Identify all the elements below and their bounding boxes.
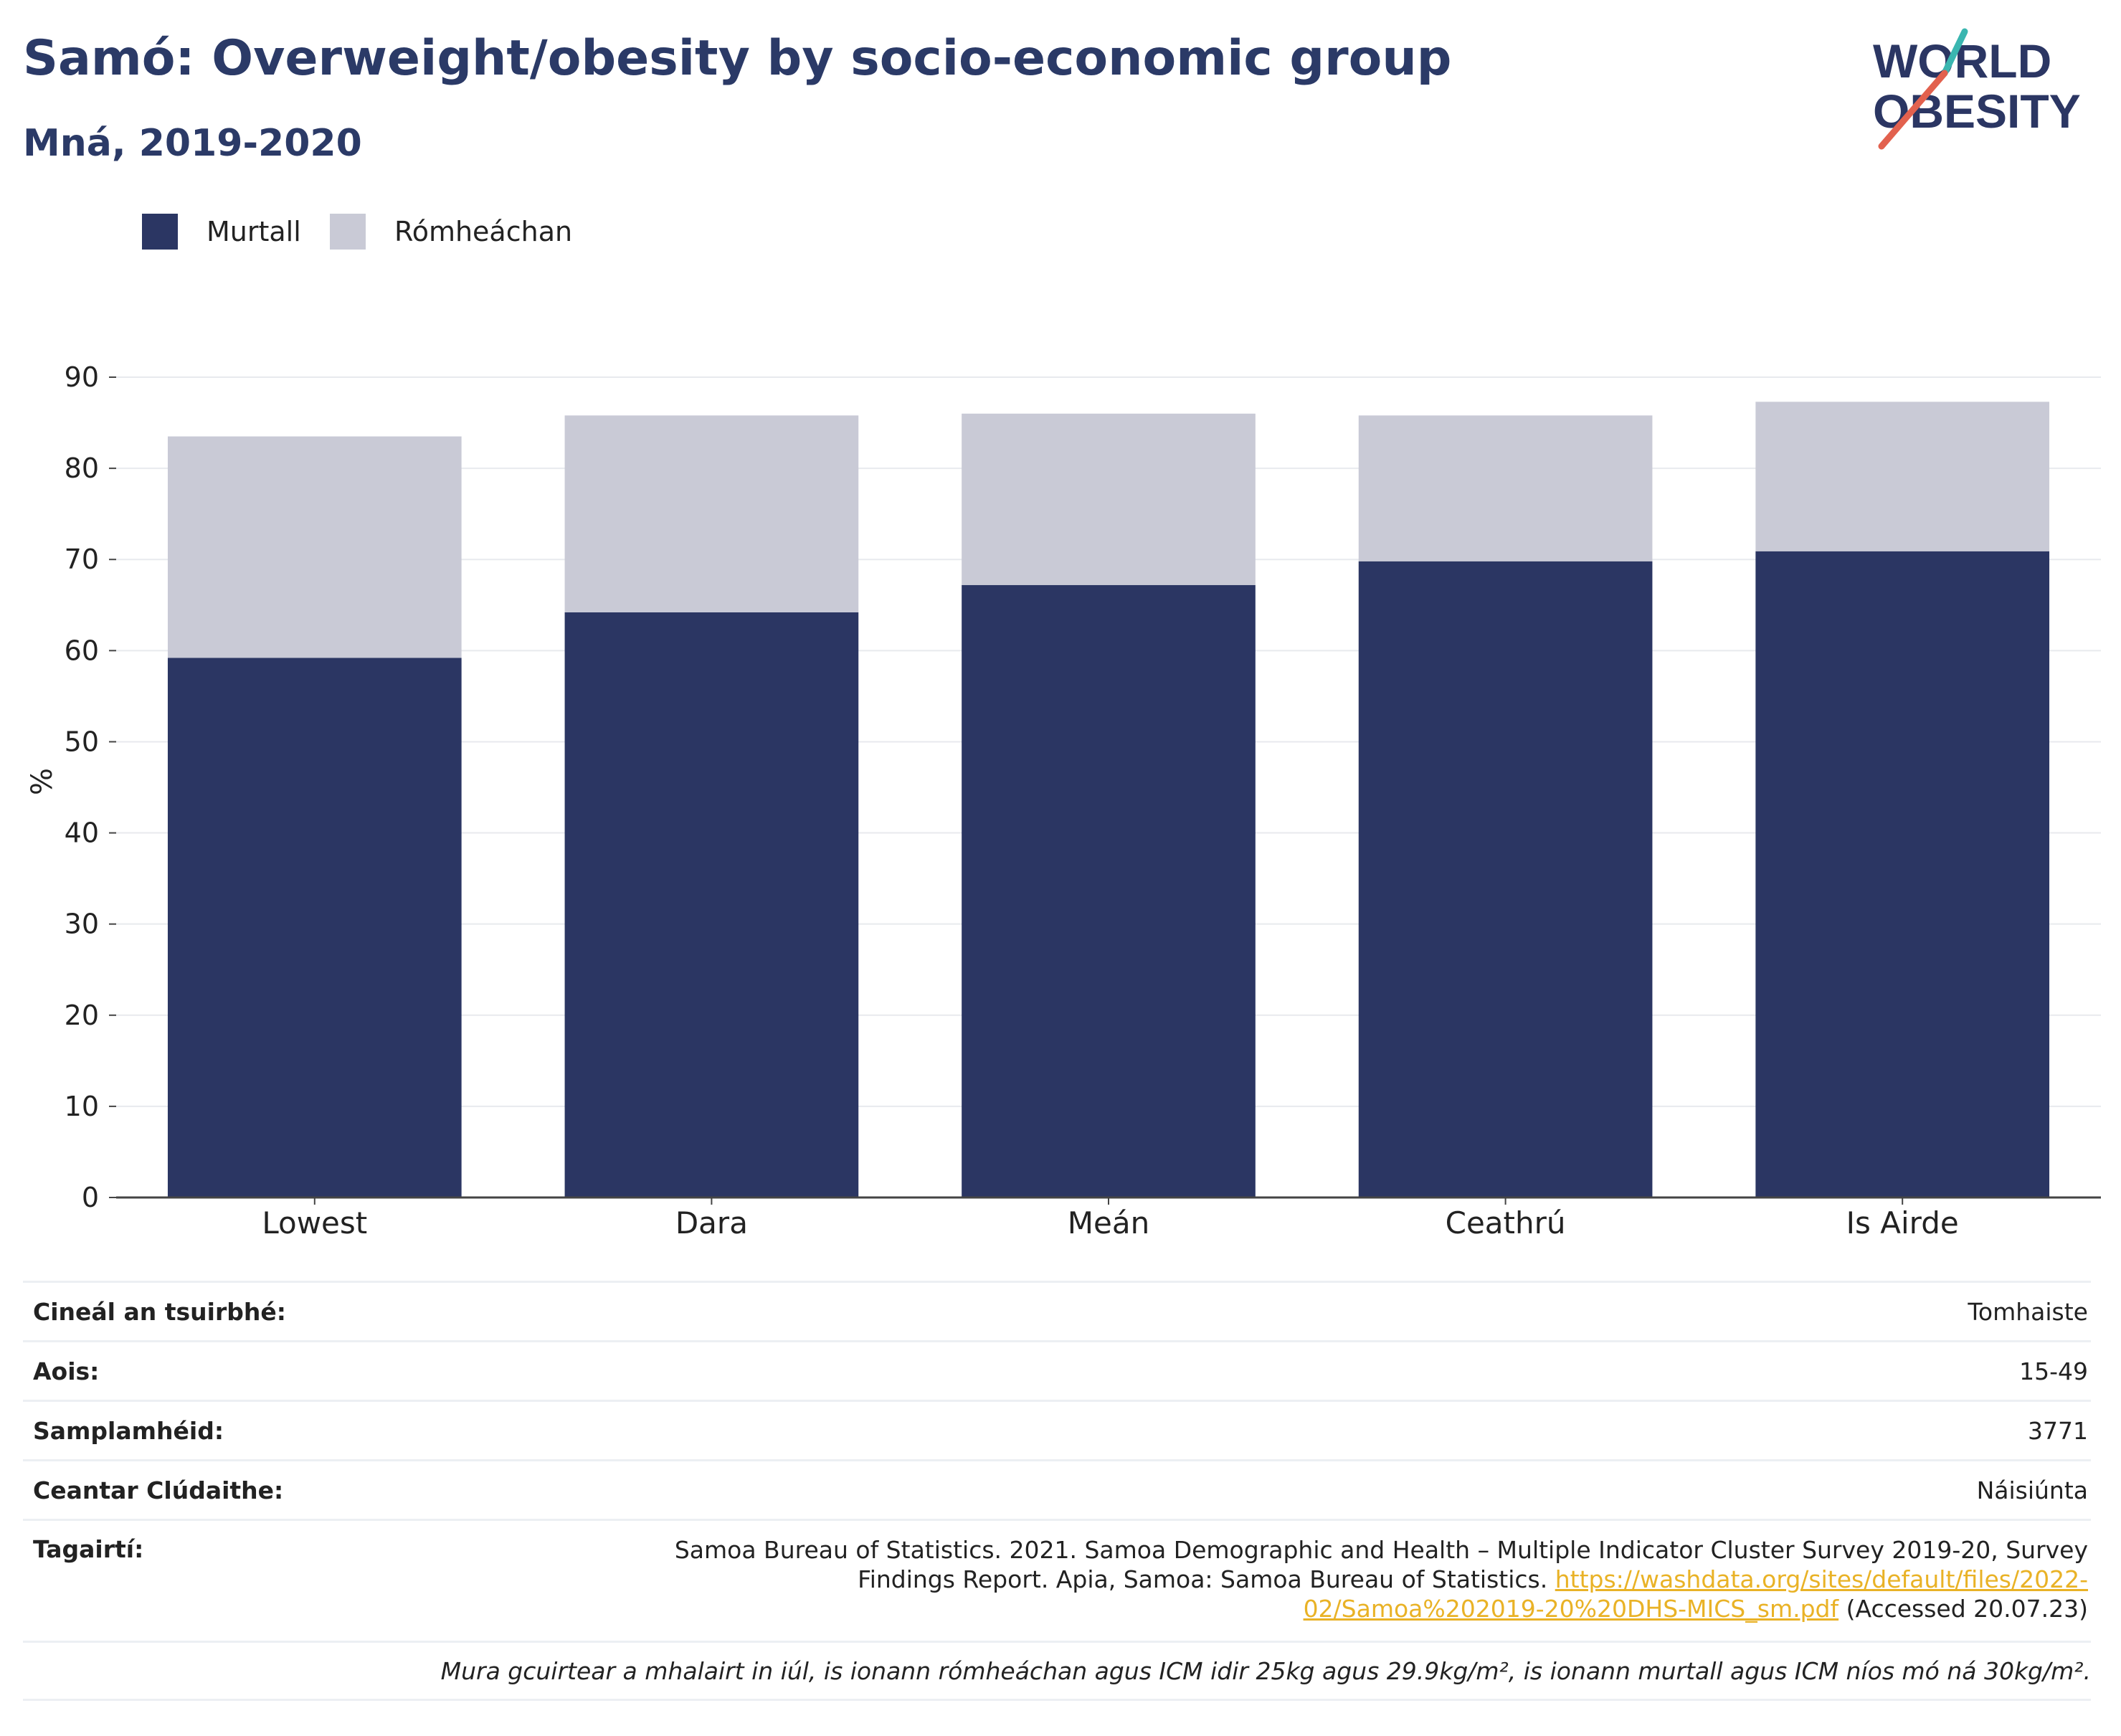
stacked-bar-chart: 0 10 20 30 40 50 60 70 80 90 Lowest Dara Meán Ceathr… bbox=[26, 361, 2101, 1241]
bar-murtall bbox=[564, 612, 859, 1197]
y-tick-label: 90 bbox=[65, 361, 99, 393]
meta-key-sample: Samplamhéid: bbox=[33, 1416, 224, 1445]
y-tick-label: 40 bbox=[65, 817, 99, 849]
legend-swatch-romheachan bbox=[330, 214, 366, 250]
bar-romheachan bbox=[962, 413, 1256, 585]
y-tick-label: 0 bbox=[82, 1182, 99, 1213]
bar-murtall bbox=[1755, 551, 2050, 1197]
legend-item-murtall: Murtall bbox=[142, 212, 301, 251]
meta-value-age: 15-49 bbox=[2019, 1357, 2088, 1385]
legend-label-murtall: Murtall bbox=[207, 216, 301, 247]
meta-value-sample: 3771 bbox=[2028, 1416, 2088, 1445]
y-tick-label: 30 bbox=[65, 909, 99, 940]
logo-slash-red bbox=[1878, 70, 1948, 150]
logo-word-obesity: OBESITY bbox=[1873, 85, 2081, 138]
x-tick-label: Is Airde bbox=[1846, 1205, 1959, 1241]
y-tick-label: 20 bbox=[65, 1000, 99, 1031]
bar-murtall bbox=[1358, 561, 1653, 1197]
y-tick-label: 10 bbox=[65, 1091, 99, 1122]
y-tick-label: 70 bbox=[65, 544, 99, 575]
reference-accessed: (Accessed 20.07.23) bbox=[1838, 1595, 2088, 1623]
metadata-table: Cineál an tsuirbhé: Tomhaiste Aois: 15-4… bbox=[23, 1281, 2091, 1701]
chart-title: Samó: Overweight/obesity by socio-econom… bbox=[23, 30, 1452, 87]
meta-key-coverage: Ceantar Clúdaithe: bbox=[33, 1476, 284, 1504]
meta-row-coverage: Ceantar Clúdaithe: Náisiúnta bbox=[23, 1459, 2091, 1519]
y-axis-ticks: 0 10 20 30 40 50 60 70 80 90 bbox=[65, 361, 116, 1213]
chart-subtitle: Mná, 2019-2020 bbox=[23, 122, 362, 165]
logo-slash-teal bbox=[1941, 28, 1968, 77]
x-tick-label: Lowest bbox=[262, 1205, 367, 1241]
y-tick-label: 80 bbox=[65, 452, 99, 484]
meta-row-references: Tagairtí: Samoa Bureau of Statistics. 20… bbox=[23, 1519, 2091, 1641]
bar-romheachan bbox=[564, 415, 859, 612]
meta-row-survey-type: Cineál an tsuirbhé: Tomhaiste bbox=[23, 1281, 2091, 1340]
bar-romheachan bbox=[1358, 415, 1653, 561]
reference-text: Samoa Bureau of Statistics. 2021. Samoa … bbox=[674, 1536, 2088, 1593]
x-tick-label: Ceathrú bbox=[1446, 1205, 1566, 1241]
legend-item-romheachan: Rómheáchan bbox=[330, 212, 572, 251]
meta-row-sample: Samplamhéid: 3771 bbox=[23, 1400, 2091, 1459]
bar-murtall bbox=[167, 658, 462, 1197]
meta-value-survey-type: Tomhaiste bbox=[1968, 1297, 2088, 1326]
reference-link[interactable]: https://washdata.org/sites/default/files… bbox=[1303, 1565, 2088, 1623]
y-tick-label: 60 bbox=[65, 635, 99, 666]
bar-romheachan bbox=[167, 436, 462, 658]
meta-key-references: Tagairtí: bbox=[33, 1535, 144, 1563]
world-obesity-logo: WORLD OBESITY bbox=[1873, 28, 2081, 150]
x-axis-ticks: Lowest Dara Meán Ceathrú Is Airde bbox=[262, 1197, 1959, 1241]
meta-value-references: Samoa Bureau of Statistics. 2021. Samoa … bbox=[640, 1535, 2091, 1623]
x-tick-label: Meán bbox=[1068, 1205, 1149, 1241]
meta-value-coverage: Náisiúnta bbox=[1976, 1476, 2088, 1504]
bar-murtall bbox=[962, 584, 1256, 1197]
footnote-text: Mura gcuirtear a mhalairt in iúl, is ion… bbox=[440, 1656, 2091, 1685]
footnote: Mura gcuirtear a mhalairt in iúl, is ion… bbox=[23, 1641, 2091, 1701]
y-tick-label: 50 bbox=[65, 726, 99, 757]
y-axis-label: % bbox=[26, 768, 59, 795]
meta-key-age: Aois: bbox=[33, 1357, 100, 1385]
bars bbox=[167, 402, 2050, 1197]
legend-label-romheachan: Rómheáchan bbox=[394, 216, 573, 247]
meta-row-age: Aois: 15-49 bbox=[23, 1340, 2091, 1400]
meta-key-survey-type: Cineál an tsuirbhé: bbox=[33, 1297, 286, 1326]
legend-swatch-murtall bbox=[142, 214, 178, 250]
x-tick-label: Dara bbox=[675, 1205, 748, 1241]
bar-romheachan bbox=[1755, 402, 2050, 551]
